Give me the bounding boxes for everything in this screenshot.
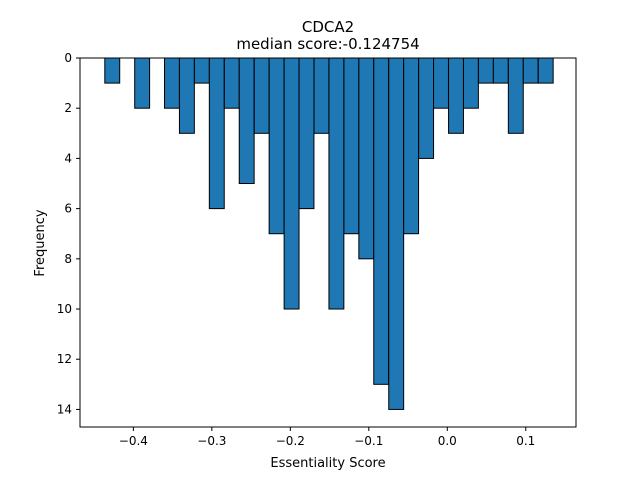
y-axis-label: Frequency [33, 209, 48, 276]
histogram-bar-11 [298, 57, 315, 210]
histogram-bar-24 [492, 57, 509, 84]
histogram-bar-5 [208, 57, 225, 210]
y-tick-label: 12 [57, 352, 72, 366]
histogram-bar-8 [253, 57, 270, 134]
x-tick-label: 0.0 [438, 434, 457, 448]
x-tick-label: −0.2 [276, 434, 305, 448]
histogram-bar-23 [477, 57, 494, 84]
x-tick-label: −0.1 [354, 434, 383, 448]
histogram-bar-14 [343, 57, 360, 235]
chart-subtitle: median score:-0.124754 [236, 35, 419, 53]
histogram-bar-15 [358, 57, 375, 260]
histogram-bar-16 [373, 57, 390, 385]
histogram-bar-17 [388, 57, 405, 410]
x-axis-label: Essentiality Score [270, 456, 385, 471]
histogram-bar-22 [462, 57, 479, 109]
y-tick-label: 6 [64, 202, 72, 216]
histogram-bars [104, 57, 554, 410]
x-axis-ticks: −0.4 −0.3 −0.2 −0.1 0.0 0.1 [119, 427, 535, 448]
histogram-bar-3 [178, 57, 195, 134]
histogram-bar-2 [164, 57, 180, 109]
histogram-bar-10 [283, 57, 300, 310]
chart-title: CDCA2 [302, 18, 354, 36]
histogram-bar-25 [507, 57, 524, 134]
histogram-bar-9 [268, 57, 285, 235]
x-tick-label: −0.3 [197, 434, 226, 448]
histogram-bar-6 [223, 57, 240, 109]
histogram-bar-26 [522, 57, 539, 84]
histogram-bar-12 [313, 57, 330, 134]
y-tick-label: 2 [64, 101, 72, 115]
histogram-bar-27 [537, 57, 554, 84]
histogram-bar-1 [134, 57, 151, 109]
y-tick-label: 14 [57, 402, 72, 416]
x-tick-label: −0.4 [119, 434, 148, 448]
y-axis-ticks: 0 2 4 6 8 10 12 14 [57, 51, 80, 416]
x-tick-label: 0.1 [516, 434, 535, 448]
histogram-bar-19 [418, 57, 435, 159]
y-tick-label: 4 [64, 151, 72, 165]
histogram-bar-0 [104, 57, 121, 84]
y-tick-label: 10 [57, 302, 72, 316]
y-tick-label: 8 [64, 252, 72, 266]
histogram-bar-21 [448, 57, 464, 134]
histogram-bar-7 [238, 57, 255, 185]
histogram-bar-18 [403, 57, 420, 235]
y-tick-label: 0 [64, 51, 72, 65]
histogram-bar-4 [193, 57, 210, 84]
histogram-bar-20 [433, 57, 449, 109]
plot-frame [79, 57, 577, 428]
histogram-bar-13 [328, 57, 345, 310]
